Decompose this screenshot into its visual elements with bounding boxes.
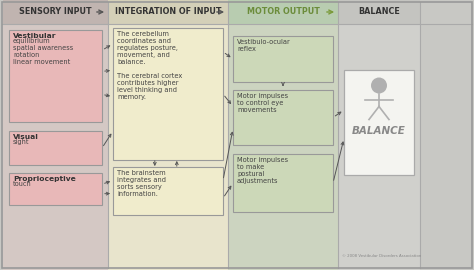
Text: The brainstem
integrates and
sorts sensory
information.: The brainstem integrates and sorts senso…	[117, 170, 166, 197]
Text: Proprioceptive: Proprioceptive	[13, 176, 76, 182]
Bar	[9, 30, 102, 122]
Bar	[108, 0, 228, 24]
Text: BALANCE: BALANCE	[358, 8, 400, 16]
Bar	[228, 0, 338, 270]
Bar	[9, 131, 102, 165]
Text: touch: touch	[13, 181, 32, 187]
Bar	[3, 0, 108, 24]
Bar	[338, 0, 420, 270]
Bar	[233, 36, 333, 82]
Text: equilibrium
spatial awareness
rotation
linear movement: equilibrium spatial awareness rotation l…	[13, 38, 73, 65]
Text: Motor impulses
to control eye
movements: Motor impulses to control eye movements	[237, 93, 288, 113]
Text: INTEGRATION OF INPUT: INTEGRATION OF INPUT	[115, 8, 221, 16]
Bar	[344, 70, 414, 175]
Text: Vestibular: Vestibular	[13, 33, 56, 39]
Bar	[113, 167, 223, 215]
Text: SENSORY INPUT: SENSORY INPUT	[19, 8, 92, 16]
Bar	[3, 0, 108, 270]
Circle shape	[371, 77, 387, 93]
Text: Vestibulo-ocular
reflex: Vestibulo-ocular reflex	[237, 39, 291, 52]
Bar	[228, 0, 338, 24]
Bar	[233, 154, 333, 212]
Bar	[233, 90, 333, 145]
Text: sight: sight	[13, 139, 29, 145]
Text: BALANCE: BALANCE	[352, 126, 406, 136]
Text: © 2008 Vestibular Disorders Association: © 2008 Vestibular Disorders Association	[342, 254, 421, 258]
Text: The cerebellum
coordinates and
regulates posture,
movement, and
balance.

The ce: The cerebellum coordinates and regulates…	[117, 31, 182, 100]
Bar	[9, 173, 102, 205]
Text: MOTOR OUTPUT: MOTOR OUTPUT	[246, 8, 319, 16]
Text: Motor impulses
to make
postural
adjustments: Motor impulses to make postural adjustme…	[237, 157, 288, 184]
Bar	[113, 28, 223, 160]
Bar	[108, 0, 228, 270]
Text: Visual: Visual	[13, 134, 39, 140]
Bar	[338, 0, 420, 24]
